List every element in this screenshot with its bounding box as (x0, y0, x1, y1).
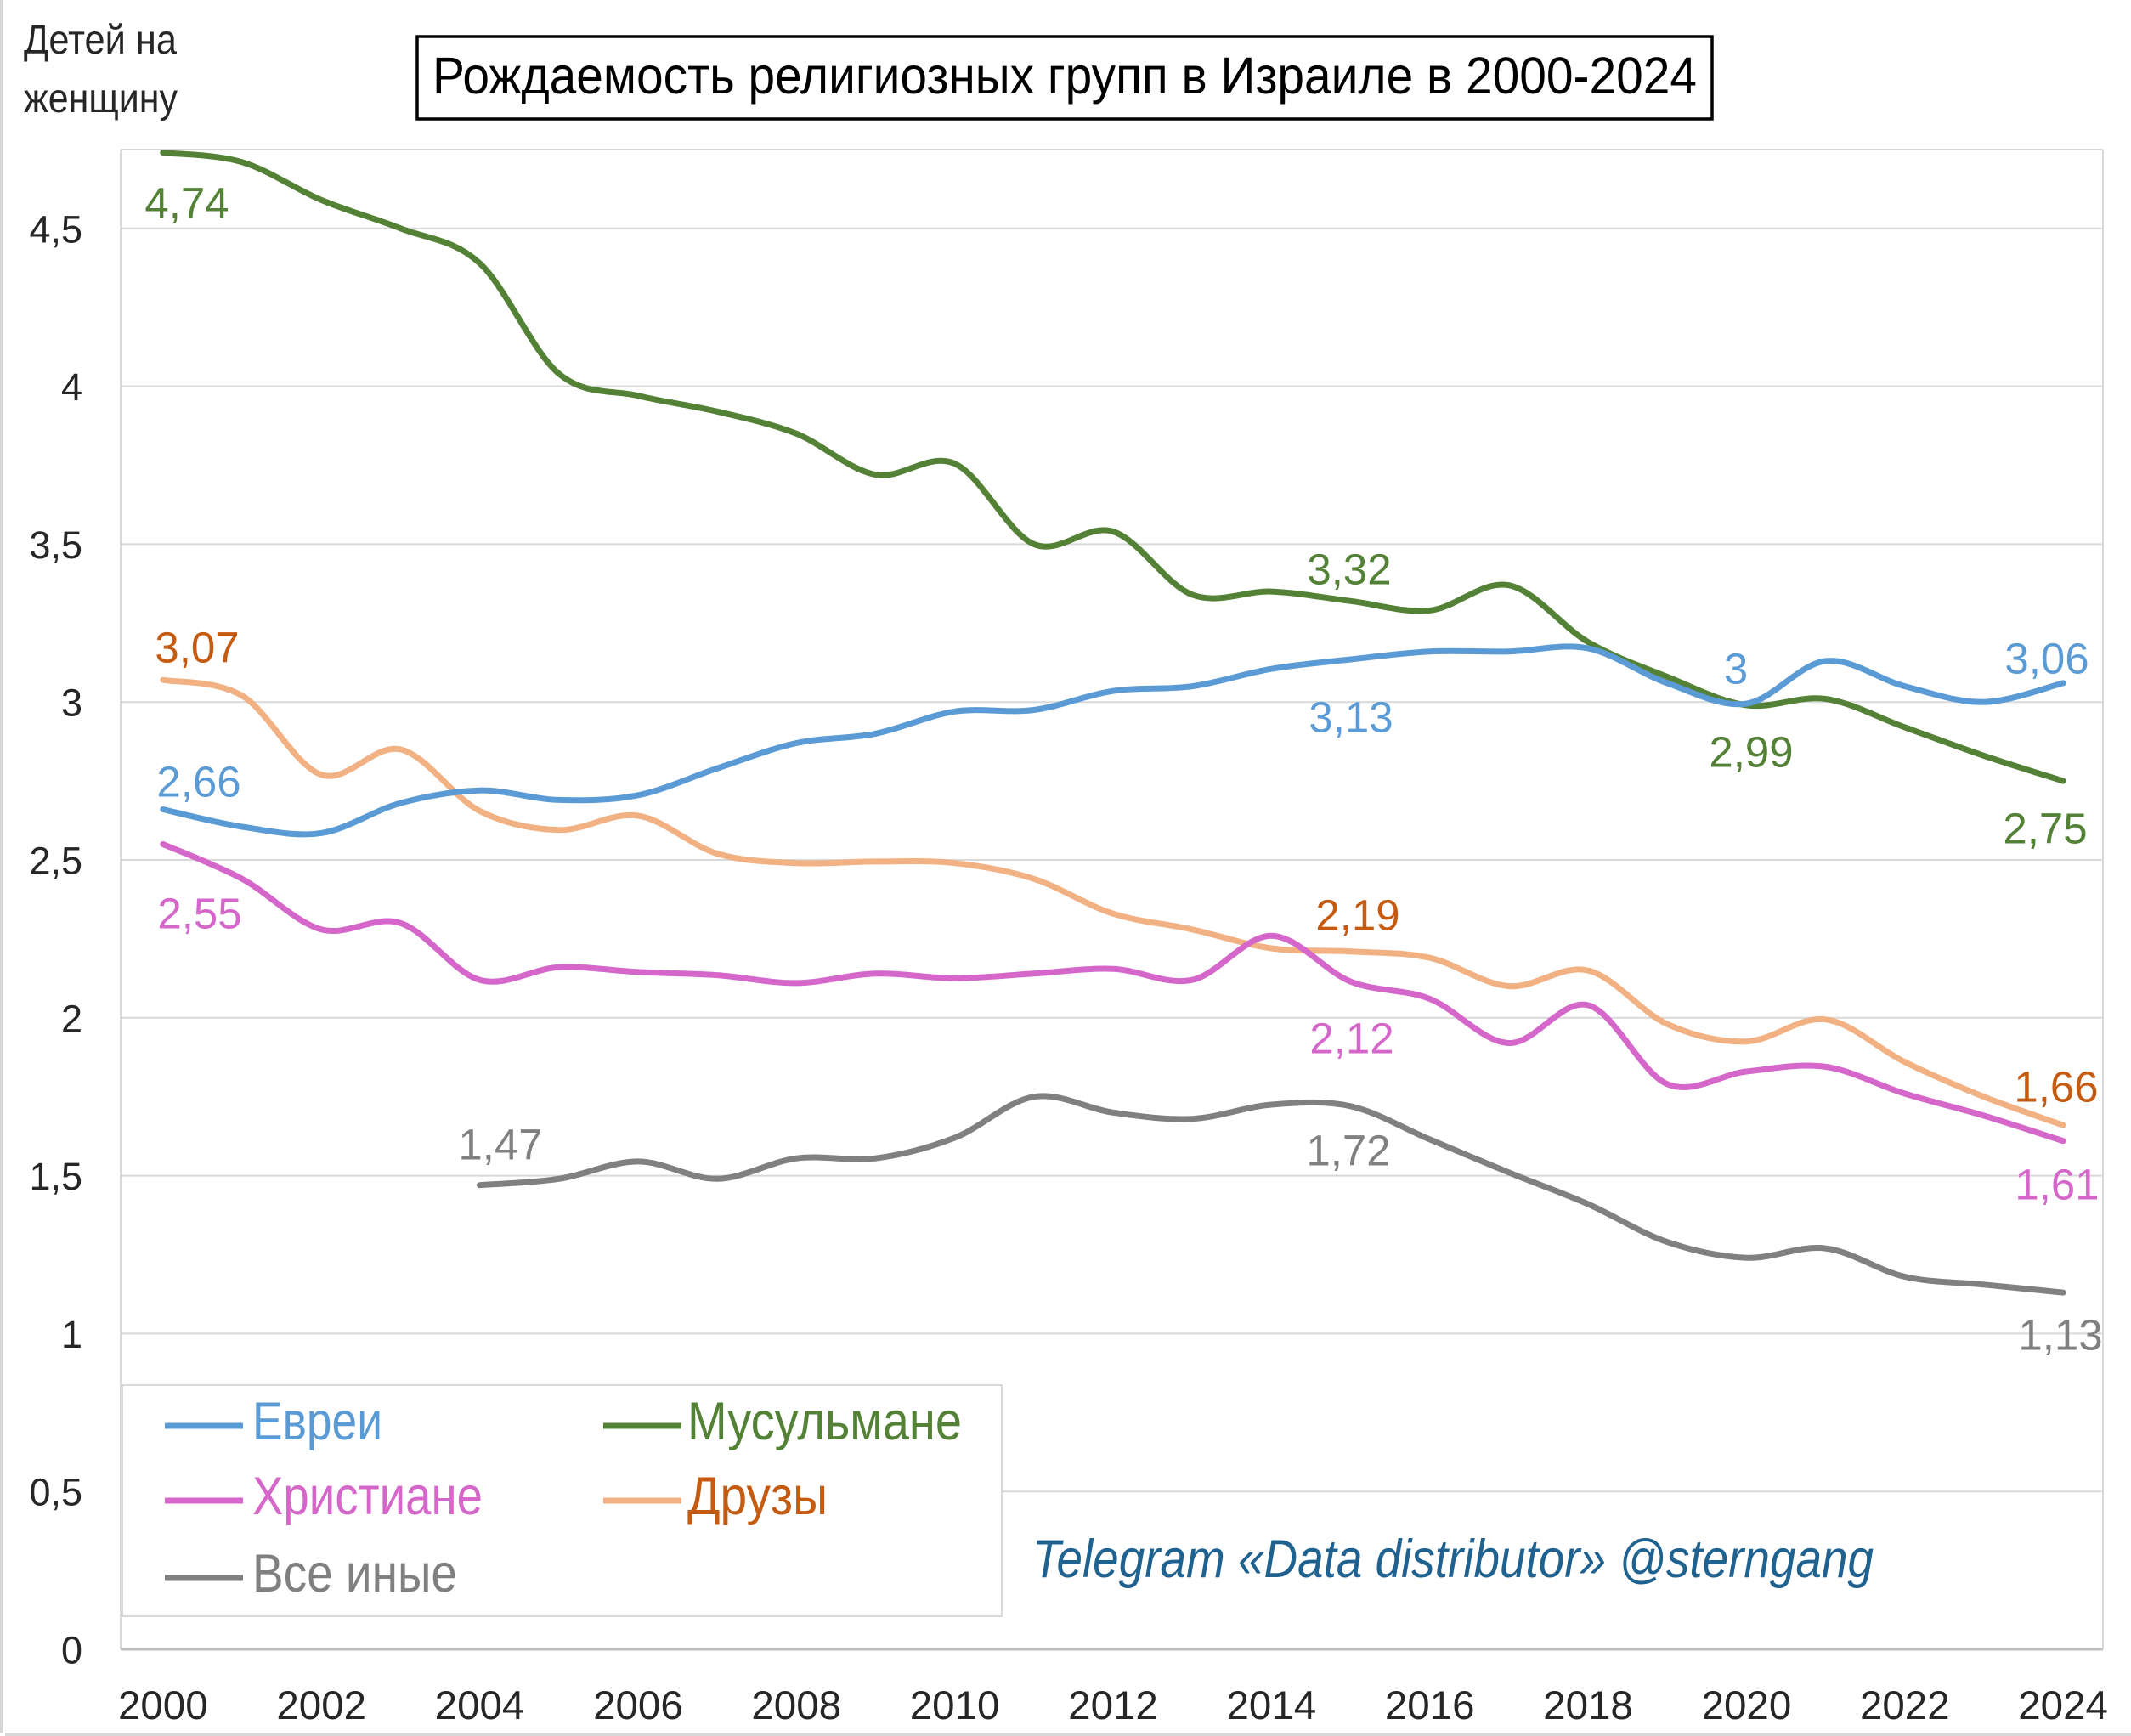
svg-text:1,5: 1,5 (29, 1155, 82, 1198)
svg-text:1,13: 1,13 (2018, 1311, 2102, 1360)
svg-text:2022: 2022 (1860, 1683, 1950, 1728)
svg-text:0: 0 (61, 1629, 82, 1672)
svg-text:2018: 2018 (1543, 1683, 1633, 1728)
svg-text:3,13: 3,13 (1309, 693, 1393, 742)
svg-text:Христиане: Христиане (252, 1467, 483, 1526)
svg-text:2: 2 (61, 997, 82, 1040)
svg-text:Друзы: Друзы (687, 1467, 828, 1526)
svg-text:2020: 2020 (1702, 1683, 1792, 1728)
svg-text:3,06: 3,06 (2004, 635, 2089, 683)
svg-text:3,07: 3,07 (155, 624, 239, 672)
svg-text:2000: 2000 (118, 1683, 208, 1728)
svg-text:3: 3 (61, 681, 82, 725)
svg-text:3,32: 3,32 (1307, 546, 1391, 594)
svg-text:2024: 2024 (2018, 1683, 2108, 1728)
svg-text:2016: 2016 (1385, 1683, 1475, 1728)
svg-text:2014: 2014 (1226, 1683, 1316, 1728)
svg-text:2006: 2006 (593, 1683, 683, 1728)
svg-text:2,19: 2,19 (1315, 891, 1399, 940)
svg-text:4,74: 4,74 (144, 179, 229, 228)
svg-text:женщину: женщину (24, 76, 178, 122)
svg-text:1,61: 1,61 (2015, 1161, 2099, 1209)
svg-text:2002: 2002 (276, 1683, 366, 1728)
svg-text:Евреи: Евреи (252, 1392, 382, 1451)
svg-text:Детей на: Детей на (24, 18, 177, 63)
svg-text:Все иные: Все иные (252, 1544, 457, 1603)
svg-text:2004: 2004 (435, 1683, 525, 1728)
svg-text:2,66: 2,66 (156, 758, 240, 806)
svg-text:3: 3 (1724, 645, 1748, 693)
svg-text:2,99: 2,99 (1709, 728, 1793, 777)
svg-text:1: 1 (61, 1313, 82, 1356)
svg-text:2,75: 2,75 (2003, 805, 2087, 853)
svg-text:3,5: 3,5 (29, 523, 82, 567)
svg-text:Рождаемость религиозных групп: Рождаемость религиозных групп в Израиле … (432, 47, 1697, 105)
svg-text:1,66: 1,66 (2014, 1063, 2098, 1111)
svg-text:2012: 2012 (1068, 1683, 1158, 1728)
svg-text:1,72: 1,72 (1306, 1127, 1390, 1175)
svg-text:Мусульмане: Мусульмане (687, 1392, 962, 1451)
svg-text:2010: 2010 (910, 1683, 1000, 1728)
svg-text:4,5: 4,5 (29, 207, 82, 251)
svg-text:Telegram «Data distributor» @s: Telegram «Data distributor» @sterngang (1032, 1530, 1874, 1589)
svg-text:2,55: 2,55 (157, 890, 241, 938)
svg-text:0,5: 0,5 (29, 1471, 82, 1514)
svg-text:1,47: 1,47 (458, 1121, 542, 1169)
svg-text:2,12: 2,12 (1309, 1015, 1393, 1063)
svg-text:4: 4 (61, 365, 82, 409)
svg-text:2008: 2008 (751, 1683, 841, 1728)
svg-text:2,5: 2,5 (29, 840, 82, 883)
